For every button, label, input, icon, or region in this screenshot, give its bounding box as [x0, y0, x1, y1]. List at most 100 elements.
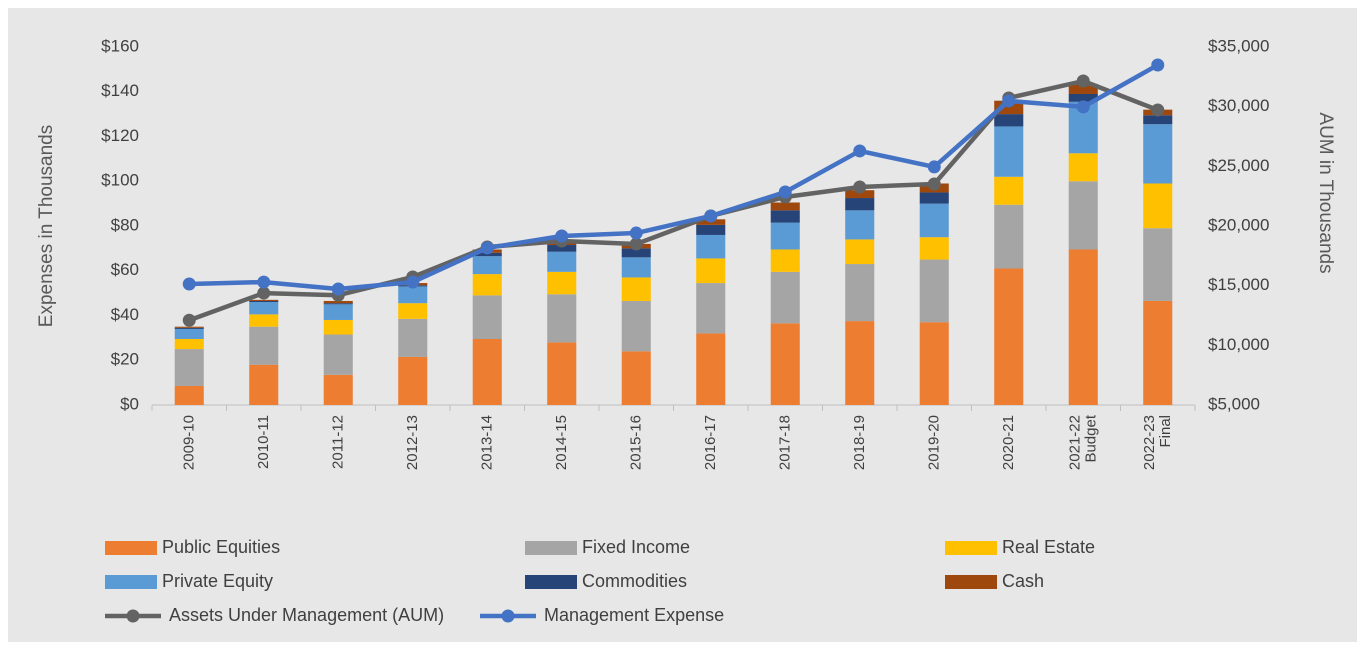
- x-tick-label: 2011-12: [329, 415, 346, 469]
- line-marker: [853, 144, 867, 158]
- x-tick-label: 2016-17: [702, 415, 719, 470]
- legend-swatch: [525, 575, 577, 589]
- bar-segment: [696, 258, 726, 284]
- bar-segment: [1143, 183, 1173, 229]
- bar-segment: [919, 192, 949, 204]
- bar-segment: [1068, 93, 1098, 102]
- x-tick-group: 2013-14: [478, 415, 495, 470]
- line-marker: [555, 229, 569, 243]
- bar-segment: [249, 364, 279, 405]
- y-tick-label: $120: [101, 126, 139, 145]
- bar-segment: [770, 210, 800, 223]
- y2-axis-title: AUM in Thousands: [1315, 112, 1336, 273]
- bar-segment: [249, 326, 279, 365]
- x-tick-label: 2015-16: [627, 415, 644, 470]
- x-tick-label: 2010-11: [255, 415, 272, 469]
- y2-tick-label: $20,000: [1208, 215, 1269, 234]
- legend-label: Assets Under Management (AUM): [169, 605, 444, 625]
- bar-segment: [919, 322, 949, 405]
- bar-segment: [696, 224, 726, 235]
- bar-segment: [323, 303, 353, 305]
- bar-segment: [994, 114, 1024, 127]
- y2-tick-label: $10,000: [1208, 335, 1269, 354]
- x-tick-label: 2022-23Final: [1141, 415, 1174, 470]
- bar-segment: [621, 257, 651, 278]
- line-marker: [629, 237, 643, 251]
- bar-segment: [621, 248, 651, 258]
- line-marker: [1002, 94, 1016, 108]
- line-series: [189, 63, 1159, 292]
- bar-segment: [696, 234, 726, 259]
- bar-segment: [249, 300, 279, 303]
- x-tick-group: 2019-20: [925, 415, 942, 470]
- line-marker: [182, 313, 196, 327]
- y2-tick-label: $15,000: [1208, 275, 1269, 294]
- bar-segment: [1068, 249, 1098, 405]
- line-marker: [1076, 100, 1090, 114]
- x-tick-group: 2011-12: [329, 415, 346, 469]
- bar-segment: [249, 299, 279, 301]
- bar-segment: [696, 333, 726, 405]
- bar-segment: [1143, 115, 1173, 125]
- bar-segment: [174, 385, 204, 405]
- y2-tick-label: $35,000: [1208, 36, 1269, 55]
- y-axis-title: Expenses in Thousands: [36, 125, 57, 327]
- bar-segment: [323, 300, 353, 304]
- line-marker: [331, 282, 345, 296]
- bar-segment: [919, 203, 949, 238]
- bar-segment: [1143, 300, 1173, 405]
- bar-segment: [621, 351, 651, 405]
- legend-swatch: [105, 541, 157, 555]
- bar-segment: [770, 202, 800, 211]
- bar-segment: [845, 264, 875, 322]
- bar-segment: [398, 286, 428, 304]
- x-tick-label: 2017-18: [776, 415, 793, 470]
- bar-segment: [249, 314, 279, 327]
- bar-segment: [1143, 124, 1173, 184]
- bar-segment: [323, 334, 353, 375]
- bar-segment: [1068, 83, 1098, 94]
- bar-segment: [547, 251, 577, 272]
- line-marker: [778, 185, 792, 199]
- x-tick-group: 2022-23Final: [1141, 415, 1174, 470]
- bar-segment: [994, 126, 1024, 177]
- legend-label: Commodities: [582, 571, 687, 591]
- x-tick-group: 2020-21: [1000, 415, 1017, 470]
- y-tick-label: $20: [111, 350, 139, 369]
- x-tick-group: 2015-16: [627, 415, 644, 470]
- bar-segment: [323, 319, 353, 335]
- bar-segment: [919, 237, 949, 260]
- bar-segment: [547, 271, 577, 295]
- bar-segment: [621, 300, 651, 352]
- y-tick-label: $40: [111, 305, 139, 324]
- bar-segment: [174, 326, 204, 328]
- bar-segment: [174, 327, 204, 329]
- bar-segment: [770, 323, 800, 405]
- line-marker: [257, 286, 271, 300]
- bar-segment: [919, 259, 949, 323]
- legend-label: Private Equity: [162, 571, 273, 591]
- line-marker: [1076, 74, 1090, 88]
- bar-segment: [1068, 181, 1098, 250]
- bar-segment: [770, 249, 800, 272]
- chart-background: [8, 8, 1357, 642]
- bar-segment: [994, 268, 1024, 405]
- bar-segment: [174, 349, 204, 386]
- x-tick-label: 2013-14: [478, 415, 495, 470]
- y-tick-label: $140: [101, 81, 139, 100]
- x-tick-group: 2009-10: [180, 415, 197, 470]
- x-tick-group: 2010-11: [255, 415, 272, 469]
- x-tick-label: 2020-21: [1000, 415, 1017, 470]
- line-marker: [1151, 58, 1165, 72]
- line-marker: [257, 275, 271, 289]
- y-tick-label: $100: [101, 171, 139, 190]
- legend-swatch: [105, 575, 157, 589]
- bar-segment: [249, 302, 279, 315]
- line-marker: [480, 241, 494, 255]
- bar-segment: [472, 295, 502, 339]
- bar-segment: [174, 338, 204, 350]
- line-marker: [927, 177, 941, 191]
- x-tick-group: 2021-22Budget: [1066, 414, 1099, 470]
- x-tick-group: 2017-18: [776, 415, 793, 470]
- y-tick-label: $80: [111, 215, 139, 234]
